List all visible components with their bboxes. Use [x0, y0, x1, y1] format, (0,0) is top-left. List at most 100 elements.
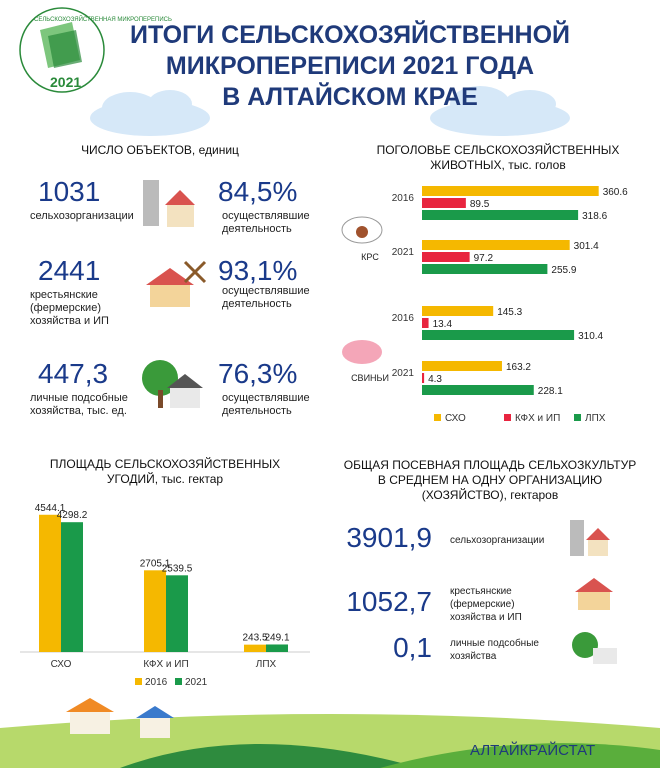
title-line: МИКРОПЕРЕПИСИ 2021 ГОДА — [165, 52, 535, 80]
value-label: 145.3 — [497, 307, 522, 318]
count-label: хозяйства и ИП — [30, 315, 109, 327]
livestock-chart: ПОГОЛОВЬЕ СЕЛЬСКОХОЗЯЙСТВЕННЫХЖИВОТНЫХ, … — [351, 142, 628, 424]
area-value: 1052,7 — [346, 586, 432, 617]
count-label: (фермерские) — [30, 302, 101, 314]
bar — [422, 385, 534, 395]
area-label: крестьянские — [450, 585, 512, 597]
bar — [422, 306, 494, 316]
area-value: 3901,9 — [346, 522, 432, 553]
x-tick-label: СХО — [51, 659, 72, 670]
group-label: СВИНЬИ — [351, 373, 389, 383]
value-label: 243.5 — [242, 633, 267, 644]
value-label: 301.4 — [574, 241, 599, 252]
value-label: 310.4 — [578, 331, 603, 342]
bar — [422, 318, 429, 328]
share-label: осуществлявшие — [222, 392, 310, 404]
area-value: 0,1 — [393, 632, 432, 663]
section-title: ОБЩАЯ ПОСЕВНАЯ ПЛОЩАДЬ СЕЛЬХОЗКУЛЬТУР — [343, 458, 637, 472]
legend-label: 2016 — [145, 677, 168, 688]
title-line: ИТОГИ СЕЛЬСКОХОЗЯЙСТВЕННОЙ — [130, 21, 570, 49]
year-label: 2021 — [392, 247, 415, 258]
value-label: 97.2 — [474, 253, 494, 264]
legend-label: ЛПХ — [585, 413, 606, 424]
share-label: деятельность — [222, 223, 292, 235]
section-title: ЧИСЛО ОБЪЕКТОВ, единиц — [81, 143, 239, 157]
count-label: хозяйства, тыс. ед. — [30, 405, 127, 417]
bar — [422, 264, 548, 274]
bar — [244, 644, 266, 652]
bar — [422, 198, 466, 208]
value-label: 2705.1 — [140, 558, 171, 569]
year-label: 2016 — [392, 313, 415, 324]
count: 447,3 — [38, 358, 109, 389]
x-tick-label: КФХ и ИП — [143, 659, 188, 670]
x-tick-label: ЛПХ — [256, 659, 277, 670]
value-label: 228.1 — [538, 386, 563, 397]
bar — [422, 361, 502, 371]
fields — [0, 698, 660, 768]
logo-text: СЕЛЬСКОХОЗЯЙСТВЕННАЯ МИКРОПЕРЕПИСЬ — [34, 17, 172, 23]
bar — [39, 514, 61, 652]
bar — [61, 522, 83, 652]
area-label: личные подсобные — [450, 638, 539, 649]
year-label: 2021 — [392, 368, 415, 379]
chart-title: УГОДИЙ, тыс. гектар — [107, 471, 224, 486]
section-title: В СРЕДНЕМ НА ОДНУ ОРГАНИЗАЦИЮ — [377, 473, 603, 487]
legend-swatch — [175, 678, 182, 685]
clouds — [90, 86, 570, 136]
area-label: хозяйства — [450, 651, 497, 662]
value-label: 4298.2 — [57, 510, 88, 521]
value-label: 360.6 — [603, 187, 628, 198]
area-label: хозяйства и ИП — [450, 611, 522, 623]
area-label: сельхозорганизации — [450, 534, 545, 546]
area-label: (фермерские) — [450, 598, 515, 610]
share-label: деятельность — [222, 405, 292, 417]
count-label: личные подсобные — [30, 392, 128, 404]
legend-label: СХО — [445, 413, 466, 424]
chart-title: ПОГОЛОВЬЕ СЕЛЬСКОХОЗЯЙСТВЕННЫХ — [377, 142, 620, 157]
logo — [19, 7, 105, 93]
share: 76,3% — [218, 358, 298, 389]
count: 1031 — [38, 176, 101, 207]
value-label: 2539.5 — [162, 563, 193, 574]
value-label: 255.9 — [551, 265, 576, 276]
value-label: 89.5 — [470, 199, 490, 210]
value-label: 318.6 — [582, 211, 607, 222]
legend-swatch — [574, 414, 581, 421]
footer: АЛТАЙКРАЙСТАТ — [470, 742, 596, 759]
icons — [142, 180, 617, 664]
value-label: 4544.1 — [35, 503, 66, 514]
value-label: 13.4 — [433, 319, 453, 330]
value-label: 4.3 — [428, 374, 442, 385]
count-label: сельхозорганизации — [30, 210, 134, 222]
bar — [422, 210, 579, 220]
bar — [266, 644, 288, 652]
legend-label: 2021 — [185, 677, 208, 688]
bar — [422, 186, 599, 196]
bar — [422, 373, 425, 383]
chart-title: ЖИВОТНЫХ, тыс. голов — [430, 158, 565, 172]
share-label: осуществлявшие — [222, 210, 310, 222]
value-label: 163.2 — [506, 362, 531, 373]
bar — [166, 575, 188, 652]
group-label: КРС — [361, 252, 379, 262]
legend-swatch — [135, 678, 142, 685]
year-label: 2016 — [392, 193, 415, 204]
bar — [422, 240, 570, 250]
share-label: осуществлявшие — [222, 285, 310, 297]
share: 84,5% — [218, 176, 298, 207]
legend-swatch — [434, 414, 441, 421]
share-label: деятельность — [222, 298, 292, 310]
count-label: крестьянские — [30, 289, 98, 301]
section-title: (ХОЗЯЙСТВО), гектаров — [421, 488, 559, 502]
legend-label: КФХ и ИП — [515, 413, 560, 424]
share: 93,1% — [218, 255, 298, 286]
legend-swatch — [504, 414, 511, 421]
chart-title: ПЛОЩАДЬ СЕЛЬСКОХОЗЯЙСТВЕННЫХ — [50, 456, 280, 471]
count: 2441 — [38, 255, 101, 286]
bar — [422, 252, 470, 262]
logo-year: 2021 — [50, 74, 82, 90]
